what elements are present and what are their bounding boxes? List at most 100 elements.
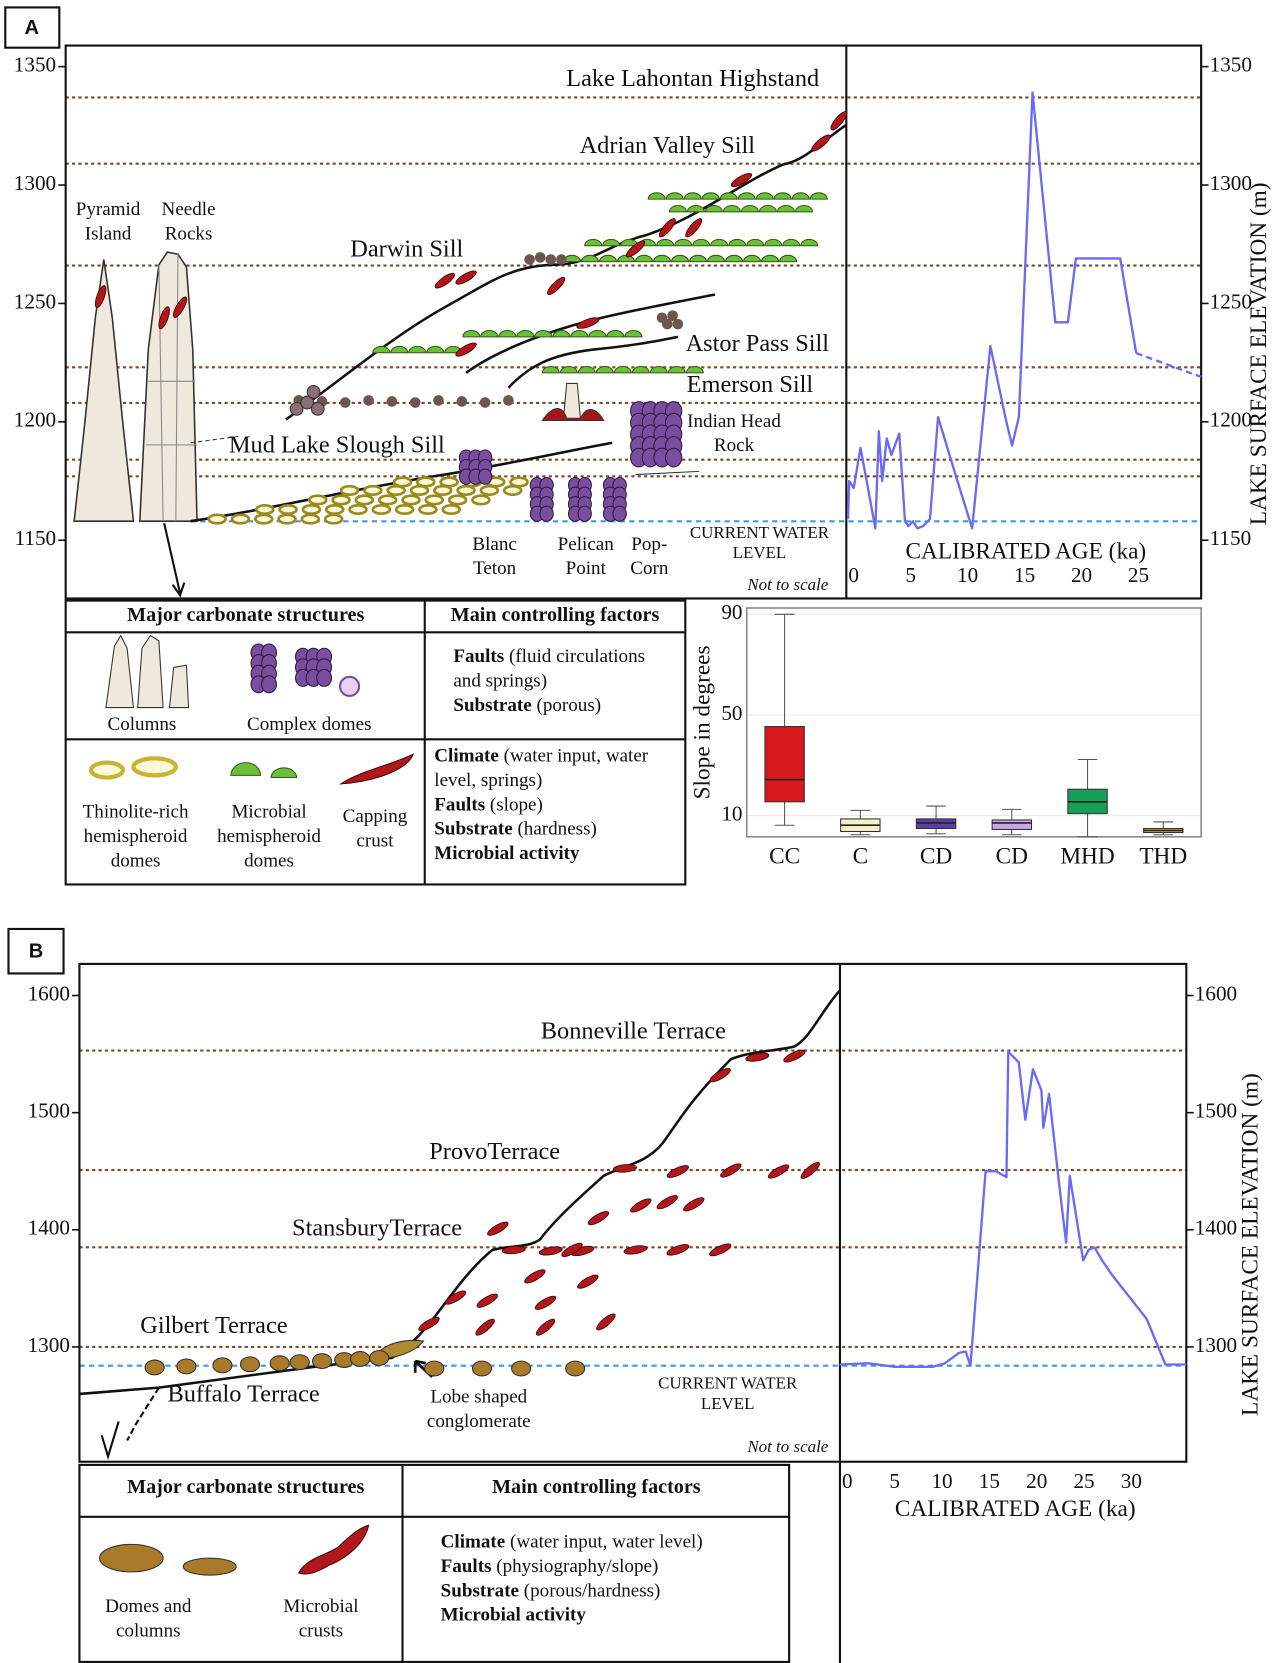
microbial-crust [474,1317,497,1338]
microbial-crust [576,316,600,331]
factors: Climate (water input, water level)Faults… [441,1530,780,1627]
x-tick-label: 15 [1014,563,1035,587]
x-tick-label: 5 [905,563,916,587]
factor-detail: (physiography/slope) [496,1555,658,1576]
microbial-dome [427,346,444,352]
dome [512,1361,531,1376]
factor-detail: (porous) [537,694,602,715]
microbial-dome [600,255,617,261]
microbial-crust [682,1195,706,1213]
factor: Faults (fluid circulations and springs) [453,644,675,693]
microbial-dome [571,330,588,336]
dome [145,1360,164,1375]
needle-rocks [140,252,197,521]
y-tick-label: 90 [721,600,742,624]
site-label-box: Pop-Corn [623,532,676,587]
microbial-crust [417,1315,441,1333]
dome [545,254,556,265]
dome [290,1355,309,1370]
note: Not to scale [678,573,828,597]
table-header: Major carbonate structures [127,1476,364,1498]
thinolite-dome [426,496,443,504]
factor-detail: (water input, water level) [510,1531,703,1552]
x-tick-label: CC [769,843,800,869]
thinolite-dome [449,496,466,504]
thinolite-dome [417,478,434,486]
crust-icon [299,1525,369,1574]
structure-label-box: Microbial crusts [268,1594,374,1663]
microbial-dome [596,367,613,373]
microbial-crust [475,1292,499,1310]
thinolite-dome [379,496,396,504]
site-label: Needle Rocks [141,197,236,246]
microbial-crust [666,1242,690,1257]
x-tick-label: 25 [1073,1469,1094,1493]
factor-term: Climate [441,1531,506,1552]
microbial-dome [690,255,707,261]
thinolite-dome [326,505,343,513]
microbial-dome [744,255,761,261]
note-box: Not to scale [678,1435,828,1460]
dome [311,403,324,416]
x-tick-label: C [853,843,869,869]
microbial-crust [595,1312,618,1333]
site-label: Pelican Point [543,532,628,581]
site-label-box: Blanc Teton [458,532,532,587]
complex-dome [613,506,626,521]
microbial-dome [777,206,794,212]
thinolite-dome [403,496,420,504]
dome [480,397,491,408]
structure-label-box: Complex domes [235,712,383,793]
thinolite-dome [356,496,373,504]
arrow [164,523,184,595]
microbial-crust [534,1317,557,1338]
microbial-dome [765,239,782,245]
dome [240,1357,259,1372]
y-tick-label: 1600 [28,981,70,1005]
box [992,820,1031,830]
factors-box: Climate (water input, water level)Faults… [441,1530,780,1657]
thinolite-dome [280,505,297,513]
dome [425,1361,444,1376]
microbial-dome [795,206,812,212]
structure-label: Thinolite-rich hemispheroid domes [72,800,199,873]
site-label: Blanc Teton [458,532,532,581]
x-tick-label: 10 [931,1469,952,1493]
microbial-dome [409,346,426,352]
y-tick-label: 10 [721,802,742,826]
microbial-dome [747,239,764,245]
level-label: Emerson Sill [687,371,814,398]
dome [177,1359,196,1374]
structure-label: Microbial hemispheroid domes [208,800,331,873]
dome-icon [100,1544,164,1572]
structure-label-box: Columns [89,712,195,793]
x-tick-label: 10 [957,563,978,587]
thinolite-dome [373,505,390,513]
microbial-dome [669,206,686,212]
site-label-box: Lobe shaped conglomerate [410,1384,548,1437]
microbial-dome [585,239,602,245]
y-tick-label: 1150 [1210,526,1252,550]
thinolite-dome [350,505,367,513]
table-header: Main controlling factors [451,604,660,626]
factor-term: Climate [434,745,499,766]
thinolite-dome [256,505,273,513]
y-tick-label: 1250 [14,289,56,313]
factors-box: Climate (water input, water level, sprin… [434,744,680,871]
dome [312,1354,331,1369]
structure-label-box: Microbial hemispheroid domes [208,800,331,881]
dome [662,319,673,330]
y-tick-label: 1350 [14,52,56,76]
thinolite-dome [255,515,272,523]
thinolite-dome [472,496,489,504]
microbial-dome [391,346,408,352]
microbial-crust [545,275,567,297]
factors-box: Faults (fluid circulations and springs)S… [453,644,675,729]
dome [457,396,468,407]
thinolite-dome [303,505,320,513]
dome [556,254,567,265]
fault-mark [102,1421,119,1456]
structure-label-box: Domes and columns [85,1594,212,1663]
structure-label-box: Thinolite-rich hemispheroid domes [72,800,199,881]
lake-level-line [1136,353,1201,377]
